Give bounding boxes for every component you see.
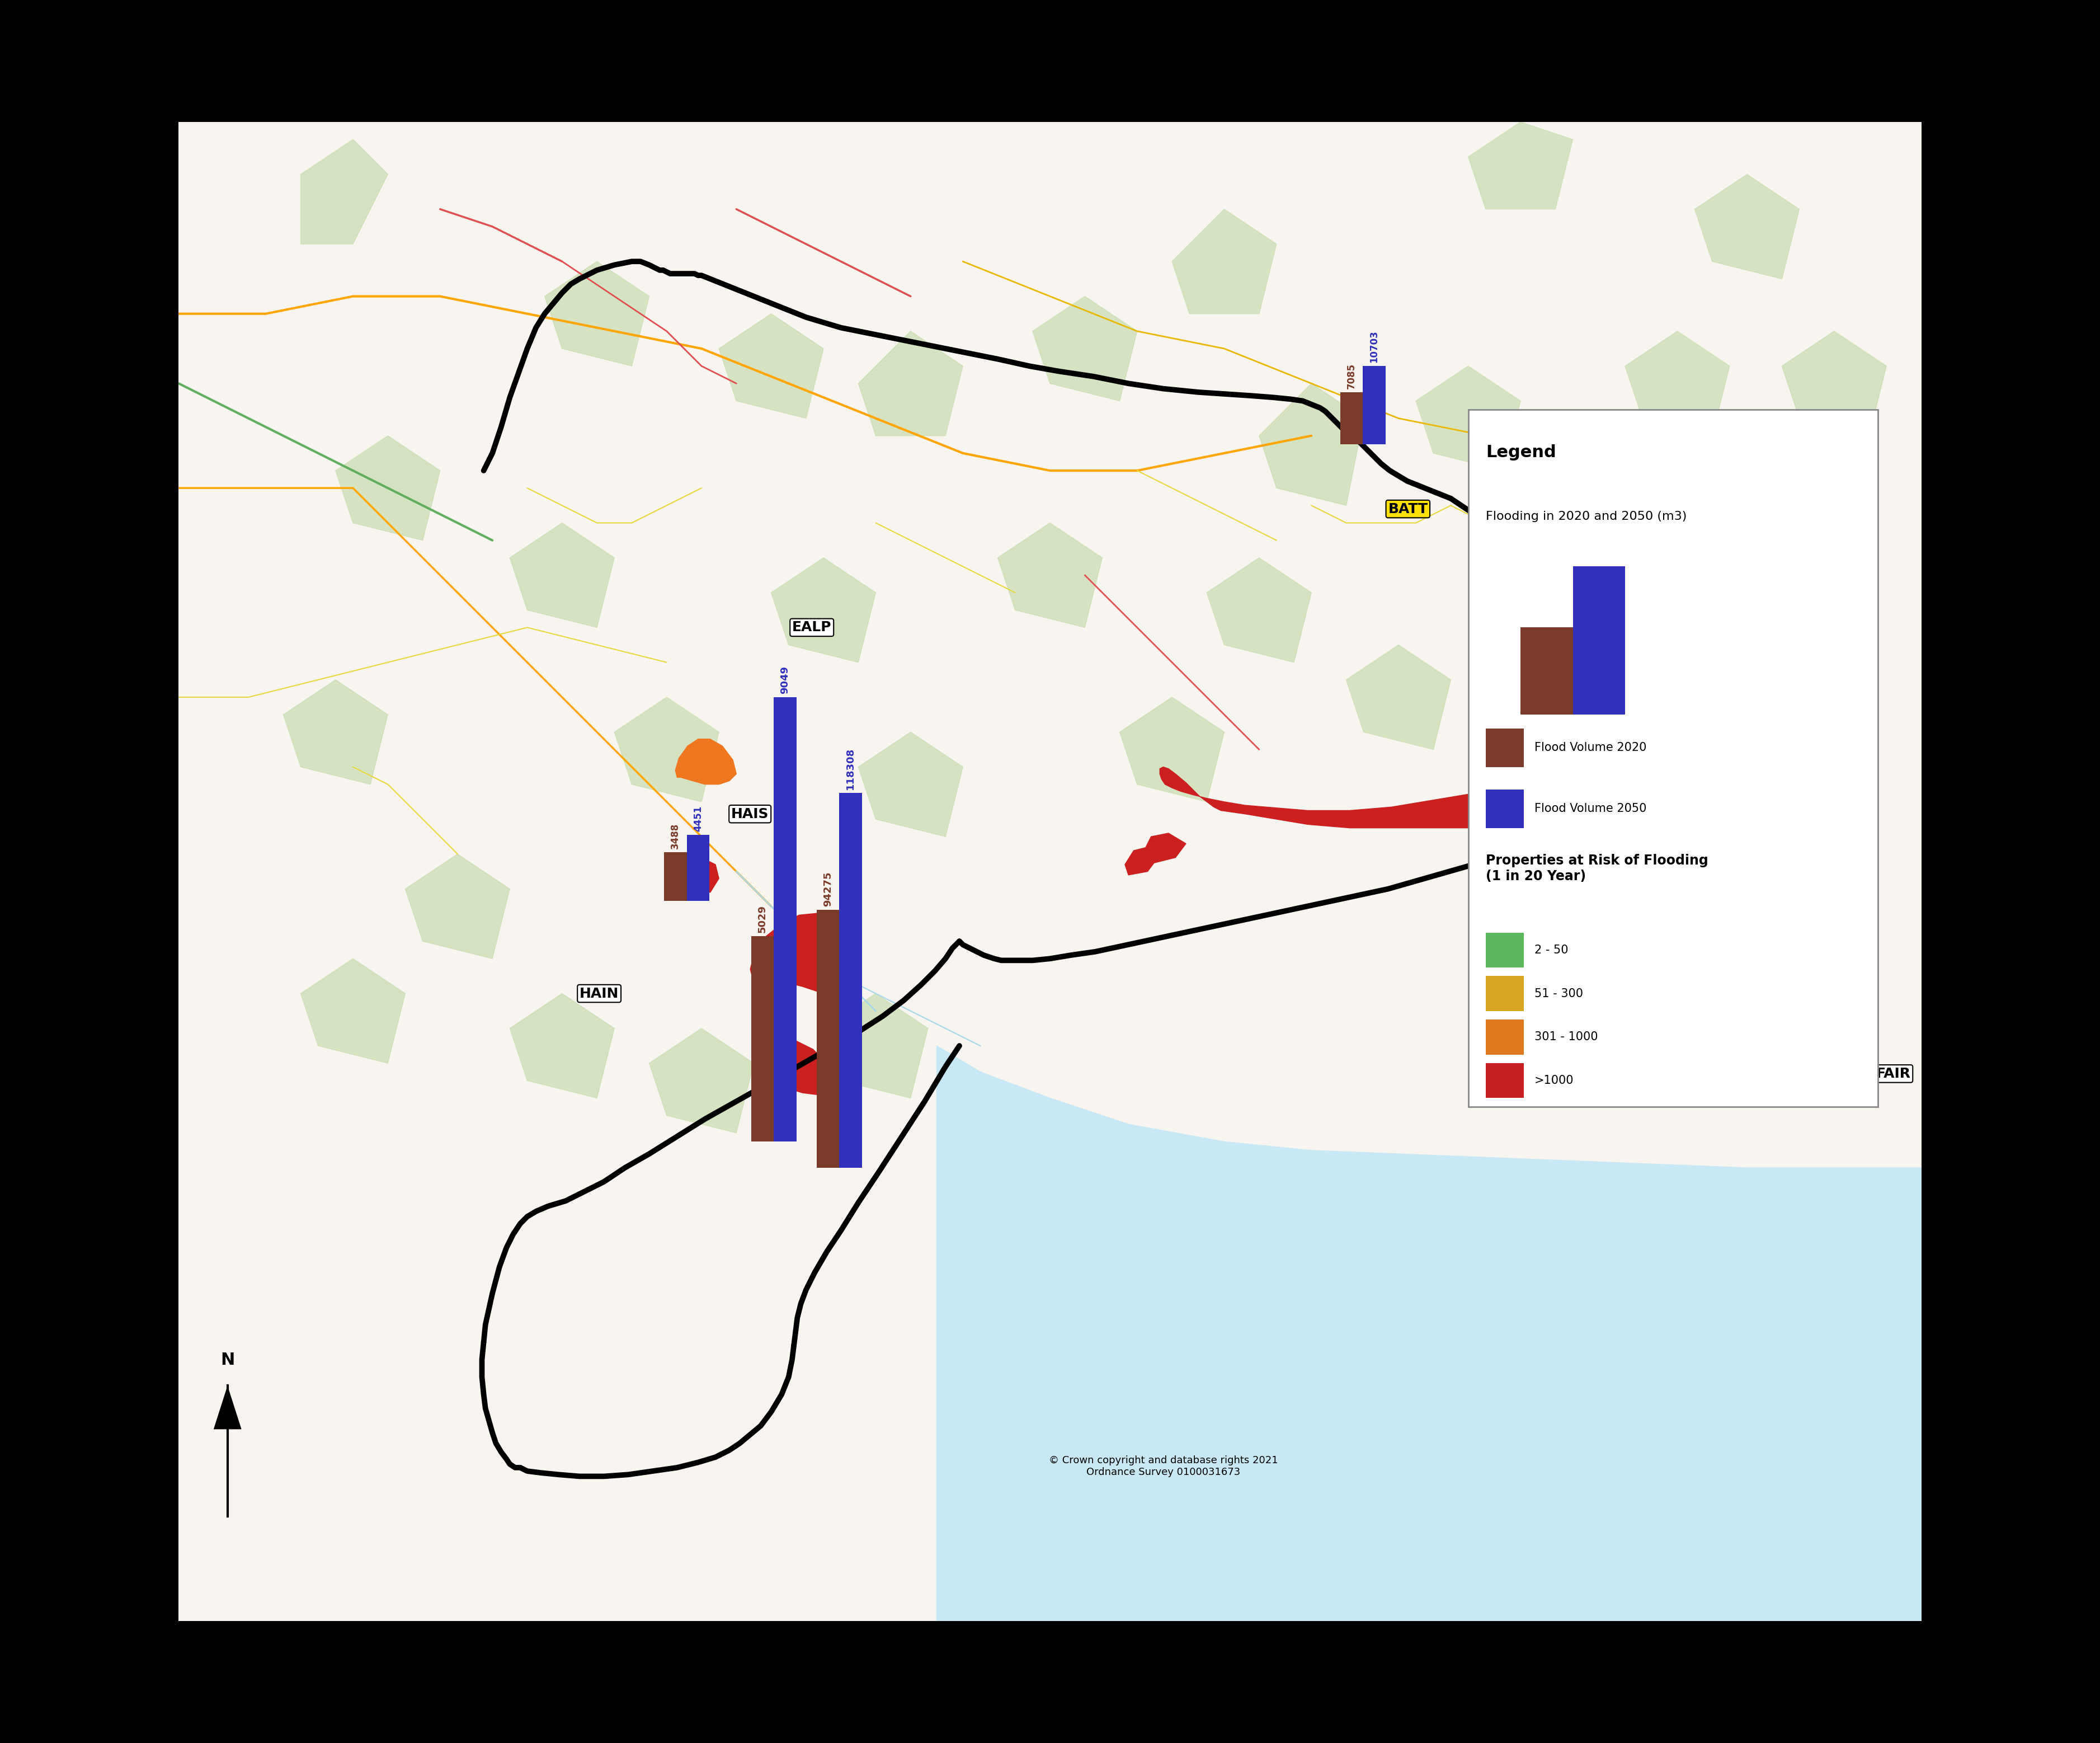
Polygon shape [649,1028,754,1133]
Bar [178,0,1922,122]
Polygon shape [1126,847,1157,875]
Text: 301 - 1000: 301 - 1000 [1535,1032,1598,1042]
Bar [664,852,687,901]
Polygon shape [823,994,928,1098]
Polygon shape [405,854,510,959]
Polygon shape [300,959,405,1063]
Text: 9049: 9049 [779,666,790,694]
Text: HAIS: HAIS [731,807,769,821]
Polygon shape [1783,331,1886,436]
Bar [1485,729,1525,767]
Bar [773,697,796,1142]
Polygon shape [214,1386,241,1429]
Polygon shape [1159,767,1800,899]
Polygon shape [1172,209,1277,314]
Polygon shape [1260,383,1363,505]
Text: © Crown copyright and database rights 2021
Ordnance Survey 0100031673: © Crown copyright and database rights 20… [1048,1455,1277,1476]
Text: 3488: 3488 [670,823,680,849]
Polygon shape [687,858,718,892]
Text: 94275: 94275 [823,871,834,906]
Bar [1485,976,1525,1011]
Bar [1340,392,1363,444]
Polygon shape [1119,697,1224,802]
Polygon shape [1033,296,1136,401]
Bar [1520,627,1573,715]
Polygon shape [510,523,615,627]
Text: BATT: BATT [1388,502,1428,516]
Text: FAIR: FAIR [1875,1067,1911,1081]
Text: 5029: 5029 [758,905,766,933]
Polygon shape [718,314,823,418]
Text: Flooding in 2020 and 2050 (m3): Flooding in 2020 and 2050 (m3) [1485,511,1686,521]
Text: 4451: 4451 [693,805,704,831]
Text: N: N [220,1353,235,1368]
Text: 2 - 50: 2 - 50 [1535,945,1569,955]
Bar [752,936,773,1142]
Polygon shape [750,913,855,994]
Polygon shape [1695,174,1800,279]
Polygon shape [300,139,388,244]
Polygon shape [544,261,649,366]
Text: 51 - 300: 51 - 300 [1535,988,1583,999]
Polygon shape [1415,366,1520,471]
Polygon shape [676,739,737,784]
Bar [1363,366,1386,444]
Text: 7085: 7085 [1346,363,1357,389]
Polygon shape [1468,122,1573,209]
Polygon shape [754,1039,829,1095]
Polygon shape [1625,331,1730,436]
Bar [1485,933,1525,967]
Text: >1000: >1000 [1535,1075,1573,1086]
Text: EALP: EALP [792,621,832,634]
Polygon shape [1207,558,1310,662]
Polygon shape [859,331,964,436]
Bar [1485,1020,1525,1055]
Polygon shape [1520,575,1625,680]
Polygon shape [336,436,441,540]
Bar [687,835,710,901]
Bar [840,793,861,1168]
Polygon shape [1695,575,1800,680]
Bar [1573,566,1625,715]
Text: 118308: 118308 [846,748,855,790]
Polygon shape [771,558,876,662]
Polygon shape [1147,833,1186,863]
Text: Legend: Legend [1485,444,1556,460]
Polygon shape [937,1046,1922,1743]
Polygon shape [997,523,1102,627]
Text: Flood Volume 2020: Flood Volume 2020 [1535,743,1646,753]
Text: HABX: HABX [1655,978,1699,992]
Polygon shape [1346,645,1451,749]
Bar [1485,790,1525,828]
Text: 10703: 10703 [1369,329,1380,363]
Polygon shape [510,994,615,1098]
Polygon shape [178,0,1922,1743]
Bar [178,1621,1922,1743]
Polygon shape [284,680,388,784]
FancyBboxPatch shape [1468,410,1877,1107]
Bar [1485,1063,1525,1098]
Text: Properties at Risk of Flooding
(1 in 20 Year): Properties at Risk of Flooding (1 in 20 … [1485,854,1707,884]
Text: HAIN: HAIN [580,987,619,1000]
Bar [817,910,840,1168]
Polygon shape [615,697,718,802]
Polygon shape [859,732,964,837]
Text: Flood Volume 2050: Flood Volume 2050 [1535,804,1646,814]
